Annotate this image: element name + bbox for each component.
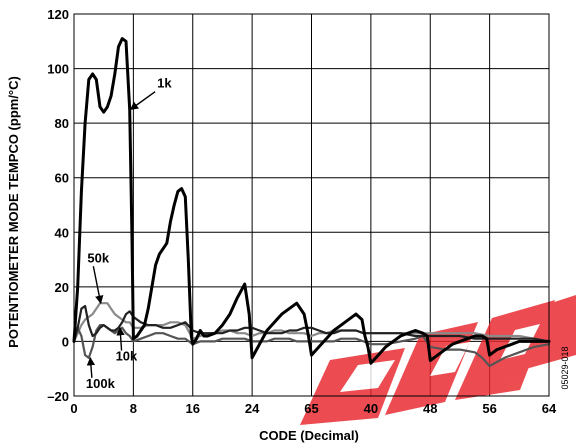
annotation-arrow-10k — [116, 326, 125, 351]
y-tick-label: 40 — [55, 225, 69, 240]
y-tick-label: 20 — [55, 280, 69, 295]
annotation-arrow-100k — [86, 356, 96, 378]
y-tick-label: 60 — [55, 171, 69, 186]
plot-frame — [73, 13, 550, 397]
y-tick-label: 100 — [47, 62, 69, 77]
annotation-arrow-50k — [92, 266, 104, 305]
y-tick-label: 0 — [62, 334, 69, 349]
x-tick-label: 65 — [304, 401, 318, 416]
x-tick-label: 64 — [542, 401, 557, 416]
series-line-1k — [72, 37, 551, 365]
series-lines — [72, 37, 551, 368]
annotation-label-10k: 10k — [116, 349, 138, 364]
x-tick-label: 0 — [70, 401, 77, 416]
y-tick-label: 120 — [47, 7, 69, 22]
y-tick-label: 80 — [55, 116, 69, 131]
annotation-label-100k: 100k — [86, 376, 116, 391]
x-tick-label: 48 — [423, 401, 437, 416]
x-tick-label: 16 — [186, 401, 200, 416]
series-line-10k — [72, 304, 551, 343]
watermark-logo — [300, 295, 576, 425]
y-axis-title: POTENTIOMETER MODE TEMPCO (ppm/°C) — [6, 76, 21, 348]
annotation-label-1k: 1k — [157, 76, 172, 91]
figure-id: 05029-018 — [560, 346, 570, 389]
y-tick-labels: –20 0 20 40 60 80 100 120 — [47, 7, 69, 404]
x-tick-label: 56 — [482, 401, 496, 416]
y-tick-label: –20 — [47, 389, 69, 404]
annotation-arrow-1k — [129, 91, 156, 111]
x-tick-label: 8 — [130, 401, 137, 416]
x-axis-title: CODE (Decimal) — [259, 428, 359, 443]
x-tick-label: 40 — [364, 401, 378, 416]
annotation-label-50k: 50k — [87, 250, 109, 265]
x-tick-label: 24 — [245, 401, 260, 416]
x-tick-labels: 0 8 16 24 65 40 48 56 64 — [70, 401, 557, 416]
